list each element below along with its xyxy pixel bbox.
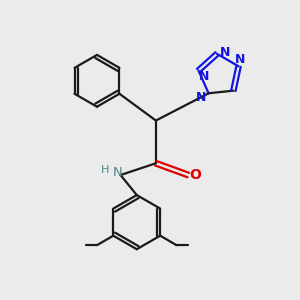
Text: N: N: [220, 46, 230, 59]
Text: H: H: [101, 165, 110, 175]
Text: N: N: [113, 166, 122, 179]
Text: N: N: [196, 91, 206, 104]
Text: N: N: [235, 53, 245, 66]
Text: N: N: [199, 70, 209, 83]
Text: O: O: [190, 168, 202, 182]
